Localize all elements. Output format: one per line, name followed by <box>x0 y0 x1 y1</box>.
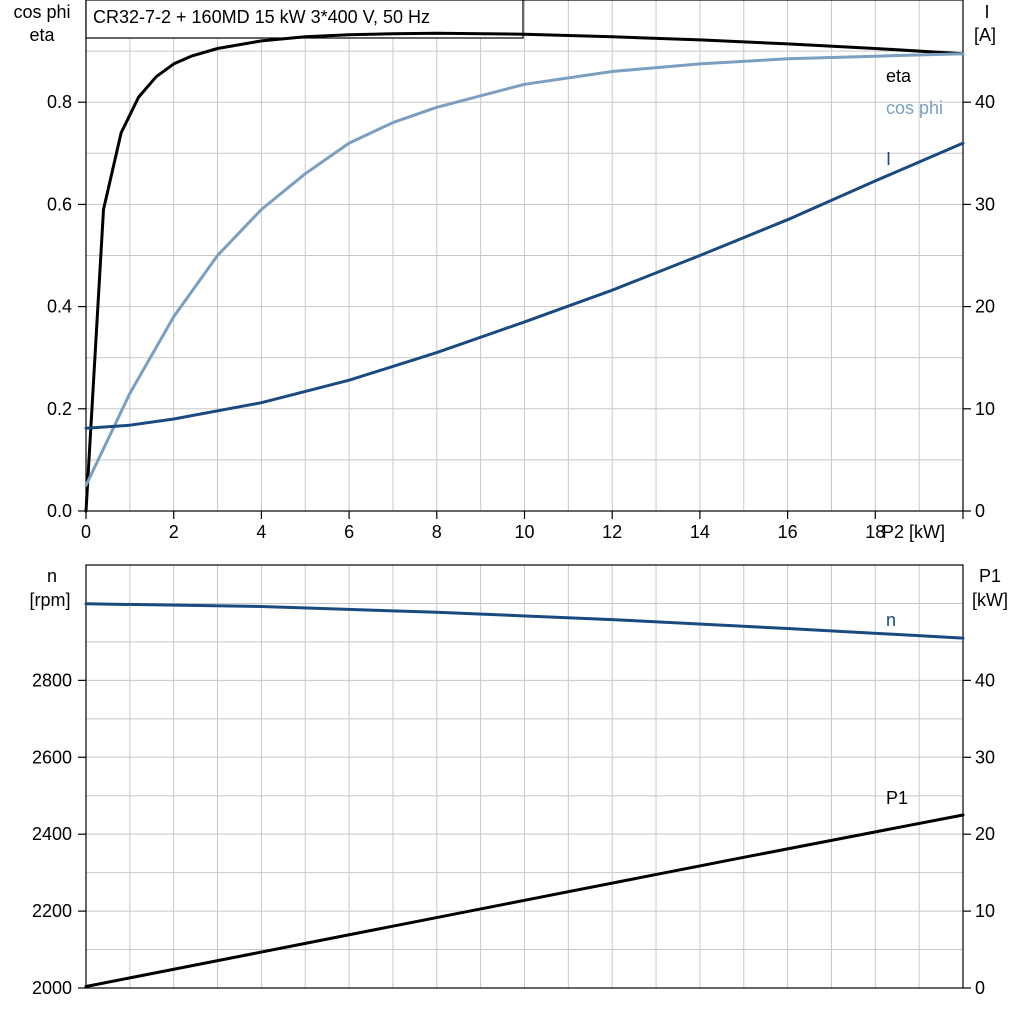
y-left-tick-label: 2600 <box>32 747 72 767</box>
series-label-eta: eta <box>886 66 912 86</box>
y-left-tick-label: 2000 <box>32 978 72 998</box>
series-line-i <box>84 141 965 430</box>
series-line-eta <box>84 31 965 513</box>
y-left-axis-label-line2: eta <box>29 25 55 45</box>
y-right-axis-label-line2: [kW] <box>972 590 1008 610</box>
y-left-tick-label: 2200 <box>32 901 72 921</box>
y-right-tick-label: 30 <box>975 194 995 214</box>
y-right-tick-label: 30 <box>975 747 995 767</box>
x-tick-label: 18 <box>865 522 885 542</box>
y-left-tick-label: 0.0 <box>47 501 72 521</box>
y-left-tick-label: 0.6 <box>47 194 72 214</box>
y-right-axis-label-line1: P1 <box>979 566 1001 586</box>
series-line-p1 <box>84 813 965 988</box>
x-axis-label: P2 [kW] <box>882 522 945 542</box>
y-right-tick-label: 10 <box>975 399 995 419</box>
x-tick-label: 10 <box>514 522 534 542</box>
series-label-cos-phi: cos phi <box>886 98 943 118</box>
x-tick-label: 4 <box>256 522 266 542</box>
series-line-n <box>84 602 965 640</box>
x-tick-label: 12 <box>602 522 622 542</box>
y-left-tick-label: 2800 <box>32 670 72 690</box>
x-tick-label: 0 <box>81 522 91 542</box>
series-label-p1: P1 <box>886 788 908 808</box>
chart-title: CR32-7-2 + 160MD 15 kW 3*400 V, 50 Hz <box>93 7 430 27</box>
series-label-i: I <box>886 149 891 169</box>
x-tick-label: 2 <box>169 522 179 542</box>
y-right-tick-label: 10 <box>975 901 995 921</box>
y-right-tick-label: 0 <box>975 978 985 998</box>
series-line-cos-phi <box>84 52 965 487</box>
y-left-tick-label: 0.8 <box>47 92 72 112</box>
y-right-tick-label: 20 <box>975 297 995 317</box>
y-left-tick-label: 2400 <box>32 824 72 844</box>
y-right-tick-label: 40 <box>975 92 995 112</box>
y-right-axis-label-line2: [A] <box>974 25 996 45</box>
x-tick-label: 16 <box>778 522 798 542</box>
series-label-n: n <box>886 610 896 630</box>
x-tick-label: 8 <box>432 522 442 542</box>
x-tick-label: 6 <box>344 522 354 542</box>
y-right-tick-label: 20 <box>975 824 995 844</box>
x-tick-label: 14 <box>690 522 710 542</box>
y-left-axis-label-line1: n <box>47 566 57 586</box>
y-left-axis-label-line2: [rpm] <box>29 590 70 610</box>
y-right-tick-label: 0 <box>975 501 985 521</box>
y-left-axis-label-line1: cos phi <box>13 2 70 22</box>
plot-frame-bottom <box>85 564 964 989</box>
y-right-axis-label-line1: I <box>984 2 989 22</box>
y-right-tick-label: 40 <box>975 670 995 690</box>
y-left-tick-label: 0.4 <box>47 297 72 317</box>
y-left-tick-label: 0.2 <box>47 399 72 419</box>
